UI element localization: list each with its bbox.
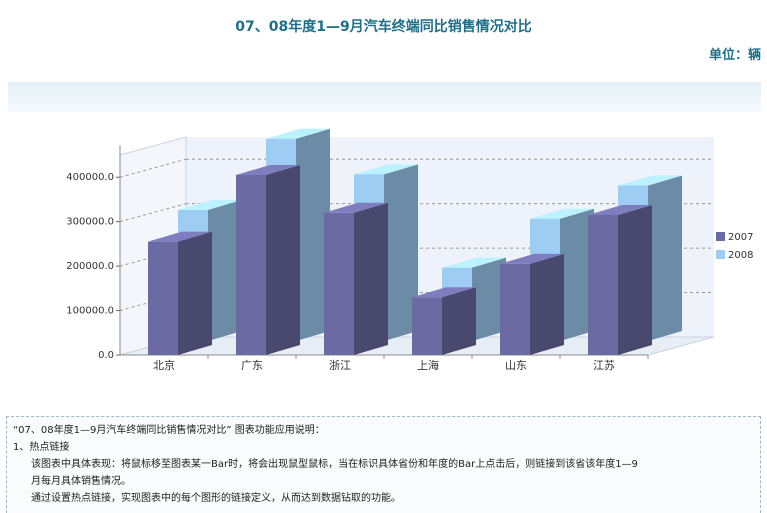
bar-2008-top xyxy=(178,199,242,210)
bar-2007-side xyxy=(266,165,300,355)
description-line: 该图表中具体表现：将鼠标移至图表某一Bar时，将会出现鼠型鼠标，当在标识具体省份… xyxy=(31,459,638,470)
bar-2007-top xyxy=(148,231,212,242)
legend-swatch xyxy=(716,232,725,241)
description-item-title: 1、热点链接 xyxy=(13,442,70,453)
bar-2007-front xyxy=(412,297,442,355)
description-panel: “07、08年度1—9月汽车终端同比销售情况对比” 图表功能应用说明： 1、热点… xyxy=(6,416,761,513)
bar-2008-side xyxy=(208,199,242,341)
bar-2008-top xyxy=(618,175,682,186)
bar-2007-front xyxy=(324,212,354,355)
y-tick-label: 100000.0 xyxy=(66,306,114,317)
description-heading: “07、08年度1—9月汽车终端同比销售情况对比” 图表功能应用说明： xyxy=(13,425,325,436)
bar-2007 xyxy=(236,165,300,355)
x-tick-label: 广东 xyxy=(241,359,263,372)
description-line: 通过设置热点链接，实现图表中的每个图形的链接定义，从而达到数据钻取的功能。 xyxy=(31,493,401,504)
y-tick-label: 0.0 xyxy=(98,350,114,361)
legend-swatch xyxy=(716,250,725,259)
bars xyxy=(148,128,682,355)
x-tick-label: 上海 xyxy=(417,358,439,372)
bar-chart: 0.0 100000.0 200000.0 300000.0 400000.0 北京 广东… xyxy=(66,128,753,372)
bar-2007-front xyxy=(588,215,618,355)
bar-2008-side xyxy=(472,257,506,341)
bar-2008-side xyxy=(296,128,330,341)
bar-2007 xyxy=(324,202,388,355)
bar-2008-top xyxy=(354,164,418,175)
legend-label: 2008 xyxy=(728,250,753,261)
bar-2008-top xyxy=(530,208,594,219)
bar-2007-side xyxy=(178,231,212,355)
bar-2008-side xyxy=(560,208,594,341)
x-axis-ticks: 北京 广东 浙江 上海 山东 江苏 xyxy=(153,355,649,372)
description-line: 月每月具体销售情况。 xyxy=(31,476,131,487)
legend: 2007 2008 xyxy=(716,232,753,261)
y-tick-label: 200000.0 xyxy=(66,261,114,272)
bar-2007-front xyxy=(148,241,178,355)
y-tick-label: 400000.0 xyxy=(66,172,114,183)
bar-2008-side xyxy=(648,175,682,341)
bar-2007-top xyxy=(236,165,300,175)
bar-2008-side xyxy=(384,164,418,341)
bar-2007-side xyxy=(442,287,476,355)
bar-2007-side xyxy=(618,205,652,355)
page-title: 07、08年度1—9月汽车终端同比销售情况对比 xyxy=(235,19,532,35)
bar-2007 xyxy=(148,231,212,355)
bar-2007-top xyxy=(412,287,476,298)
bar-2007 xyxy=(500,253,564,355)
x-tick-label: 浙江 xyxy=(329,359,351,372)
bar-2007-top xyxy=(588,205,652,215)
header-band xyxy=(8,82,761,112)
bar-2007 xyxy=(412,287,476,355)
bar-2007-top xyxy=(324,202,388,213)
y-tick-label: 300000.0 xyxy=(66,217,114,228)
bar-2008-top xyxy=(266,128,330,139)
bar-2007-top xyxy=(500,253,564,264)
bar-2007-front xyxy=(500,263,530,355)
x-tick-label: 江苏 xyxy=(593,359,615,372)
x-tick-label: 山东 xyxy=(505,359,527,372)
legend-label: 2007 xyxy=(728,232,753,243)
x-tick-label: 北京 xyxy=(153,358,175,372)
bar-2007-front xyxy=(236,175,266,355)
unit-label: 单位：辆 xyxy=(708,48,761,63)
bar-2008-top xyxy=(442,257,506,268)
bar-2007 xyxy=(588,205,652,355)
bar-2007-side xyxy=(530,253,564,355)
bar-2007-side xyxy=(354,202,388,355)
